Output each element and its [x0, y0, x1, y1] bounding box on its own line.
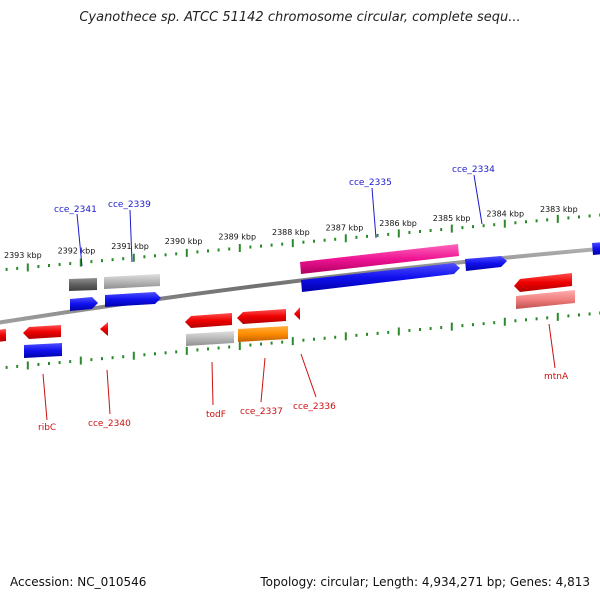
- gene-feature[interactable]: [237, 309, 286, 324]
- gene-feature[interactable]: [301, 263, 460, 292]
- gene-label-cce-2336[interactable]: cce_2336: [293, 402, 336, 412]
- accession-text: Accession: NC_010546: [10, 575, 147, 589]
- kbp-tick-label: 2390 kbp: [165, 237, 203, 246]
- chromosome-backbone: [0, 246, 600, 325]
- topology-summary: Topology: circular; Length: 4,934,271 bp…: [260, 575, 590, 589]
- gene-label-todf[interactable]: todF: [206, 410, 226, 420]
- gene-feature[interactable]: [294, 307, 300, 320]
- bottom-gene-labels: ribC cce_2340 todF cce_2337 cce_2336 mtn…: [38, 323, 569, 433]
- label-leader-line: [129, 209, 133, 263]
- kbp-tick-label: 2386 kbp: [379, 219, 417, 228]
- gene-feature[interactable]: [104, 274, 160, 289]
- kbp-tick-label: 2384 kbp: [486, 210, 524, 219]
- gene-feature[interactable]: [69, 278, 97, 291]
- label-leader-line: [548, 323, 556, 369]
- kbp-tick-label: 2388 kbp: [272, 228, 310, 237]
- gene-feature[interactable]: [105, 292, 161, 307]
- gene-label-cce-2334[interactable]: cce_2334: [452, 165, 495, 175]
- label-leader-line: [300, 353, 317, 398]
- gene-features-forward: [69, 242, 600, 311]
- scale-ticks-top: [5, 213, 600, 272]
- kbp-tick-label: 2385 kbp: [433, 214, 471, 223]
- label-leader-line: [473, 174, 483, 225]
- kbp-tick-label: 2387 kbp: [326, 223, 364, 232]
- gene-label-cce-2340[interactable]: cce_2340: [88, 419, 131, 429]
- gene-label-cce-2339[interactable]: cce_2339: [108, 200, 151, 210]
- gene-features-reverse: [0, 273, 575, 358]
- label-leader-line: [106, 369, 111, 415]
- gene-feature[interactable]: [0, 329, 6, 342]
- gene-feature[interactable]: [465, 256, 507, 271]
- label-leader-line: [211, 361, 214, 406]
- label-leader-line: [42, 373, 48, 421]
- gene-label-cce-2341[interactable]: cce_2341: [54, 205, 97, 215]
- kbp-tick-label: 2393 kbp: [4, 251, 42, 260]
- gene-label-mtna[interactable]: mtnA: [544, 372, 569, 382]
- gene-label-cce-2335[interactable]: cce_2335: [349, 178, 392, 188]
- kbp-tick-label: 2391 kbp: [111, 242, 149, 251]
- gene-feature[interactable]: [186, 331, 234, 346]
- map-title: Cyanothece sp. ATCC 51142 chromosome cir…: [79, 10, 521, 25]
- scale-ticks-bottom: [5, 311, 600, 370]
- gene-feature[interactable]: [70, 297, 98, 311]
- gene-feature[interactable]: [516, 290, 575, 309]
- gene-label-cce-2337[interactable]: cce_2337: [240, 407, 283, 417]
- gene-feature[interactable]: [185, 313, 232, 328]
- gene-feature[interactable]: [24, 343, 62, 358]
- kbp-tick-label: 2389 kbp: [218, 233, 256, 242]
- label-leader-line: [76, 213, 83, 267]
- gene-feature[interactable]: [100, 322, 108, 336]
- gene-label-ribc[interactable]: ribC: [38, 423, 56, 433]
- top-gene-labels: cce_2341 cce_2339 cce_2335 cce_2334: [54, 165, 495, 267]
- gene-feature[interactable]: [300, 244, 459, 274]
- gene-feature[interactable]: [23, 325, 61, 339]
- label-leader-line: [371, 187, 377, 239]
- kbp-tick-label: 2383 kbp: [540, 205, 578, 214]
- gene-feature[interactable]: [514, 273, 572, 292]
- label-leader-line: [260, 357, 266, 403]
- kbp-tick-labels: 2393 kbp 2392 kbp 2391 kbp 2390 kbp 2389 kbp…: [4, 205, 578, 260]
- gene-feature[interactable]: [238, 326, 288, 342]
- gene-feature[interactable]: [592, 242, 600, 255]
- kbp-tick-label: 2392 kbp: [58, 246, 96, 255]
